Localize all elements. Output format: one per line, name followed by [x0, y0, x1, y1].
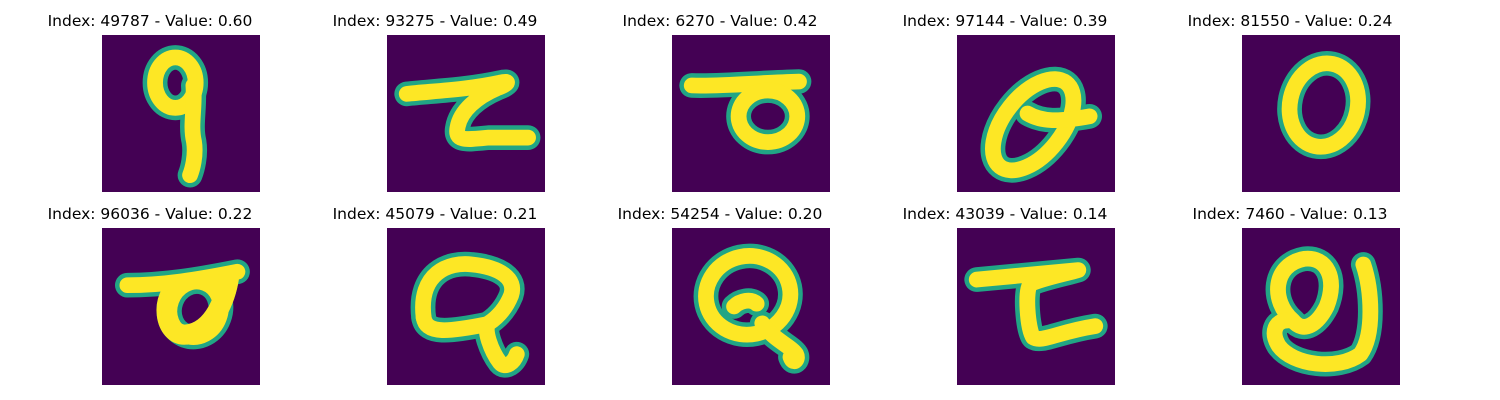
- panel: Index: 6270 - Value: 0.42: [570, 0, 870, 190]
- a-loop-shape-image: [672, 228, 830, 385]
- panel: Index: 93275 - Value: 0.49: [285, 0, 585, 190]
- a-loop-shape-image: [387, 228, 545, 385]
- panel: Index: 96036 - Value: 0.22: [0, 193, 300, 383]
- flag-loop-shape-image: [672, 35, 830, 192]
- panel-title: Index: 93275 - Value: 0.49: [285, 11, 585, 31]
- digit-image: [672, 228, 830, 385]
- panel: Index: 7460 - Value: 0.13: [1140, 193, 1440, 383]
- digit-image: [387, 35, 545, 192]
- digit-image: [102, 228, 260, 385]
- panel-title: Index: 97144 - Value: 0.39: [855, 11, 1155, 31]
- digit-image: [102, 35, 260, 192]
- digit-image: [957, 228, 1115, 385]
- flag-loop-shape-image: [102, 228, 260, 385]
- z-shape-image: [387, 35, 545, 192]
- panel-title: Index: 7460 - Value: 0.13: [1140, 204, 1440, 224]
- panel-title: Index: 43039 - Value: 0.14: [855, 204, 1155, 224]
- digit-image: [1242, 35, 1400, 192]
- panel-title: Index: 49787 - Value: 0.60: [0, 11, 300, 31]
- double-loop-shape-image: [1242, 228, 1400, 385]
- panel-title: Index: 45079 - Value: 0.21: [285, 204, 585, 224]
- panel-title: Index: 54254 - Value: 0.20: [570, 204, 870, 224]
- digit-image: [672, 35, 830, 192]
- panel: Index: 43039 - Value: 0.14: [855, 193, 1155, 383]
- panel: Index: 81550 - Value: 0.24: [1140, 0, 1440, 190]
- panel: Index: 97144 - Value: 0.39: [855, 0, 1155, 190]
- digit-image: [1242, 228, 1400, 385]
- digit-image: [957, 35, 1115, 192]
- panel-title: Index: 96036 - Value: 0.22: [0, 204, 300, 224]
- zero-shape-image: [1242, 35, 1400, 192]
- panel-title: Index: 81550 - Value: 0.24: [1140, 11, 1440, 31]
- slanted-loop-shape-image: [957, 35, 1115, 192]
- panel: Index: 49787 - Value: 0.60: [0, 0, 300, 190]
- digit-image: [387, 228, 545, 385]
- panel-title: Index: 6270 - Value: 0.42: [570, 11, 870, 31]
- panel: Index: 45079 - Value: 0.21: [285, 193, 585, 383]
- panel: Index: 54254 - Value: 0.20: [570, 193, 870, 383]
- q-shape-image: [102, 35, 260, 192]
- z-shape-image: [957, 228, 1115, 385]
